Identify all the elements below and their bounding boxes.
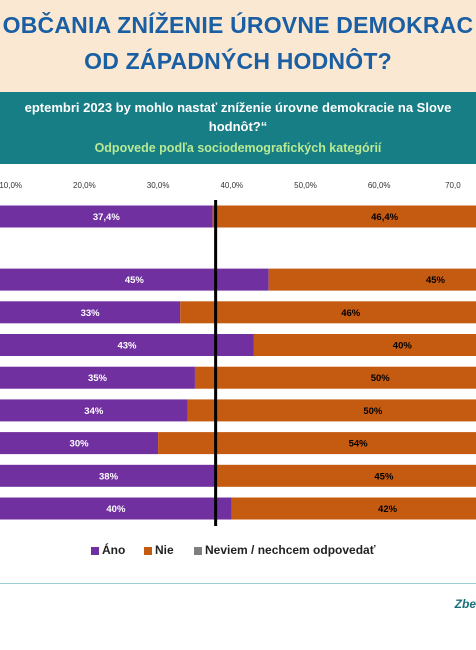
question-line-1: eptembri 2023 by mohlo nastať zníženie ú… xyxy=(24,100,452,115)
bar-ano xyxy=(0,205,213,228)
x-tick-label: 50,0% xyxy=(294,181,317,190)
data-label: 50% xyxy=(371,373,391,384)
title-band: OBČANIA ZNÍŽENIE ÚROVNE DEMOKRAC OD ZÁPA… xyxy=(0,0,476,92)
data-label: 43% xyxy=(117,341,137,352)
data-label: 50% xyxy=(363,406,383,417)
legend-swatch-neviem xyxy=(194,547,202,555)
bar-ano xyxy=(0,464,218,487)
data-label: 35% xyxy=(88,373,108,384)
bar-nie xyxy=(217,464,476,487)
data-label: 38% xyxy=(99,471,119,482)
bar-nie xyxy=(231,497,476,520)
bar-nie xyxy=(158,432,476,455)
legend-item-neviem: Neviem / nechcem odpovedať xyxy=(194,543,375,557)
data-label: 45% xyxy=(426,275,446,286)
legend-item-nie: Nie xyxy=(144,543,174,557)
title-line-2: OD ZÁPADNÝCH HODNÔT? xyxy=(84,48,392,74)
footer-text: Zbe xyxy=(454,597,476,611)
x-tick-label: 40,0% xyxy=(220,181,243,190)
legend-swatch-nie xyxy=(144,547,152,555)
legend-label-neviem: Neviem / nechcem odpovedať xyxy=(205,543,376,557)
x-tick-label: 60,0% xyxy=(368,181,391,190)
bar-nie xyxy=(187,399,476,422)
data-label: 42% xyxy=(378,504,398,515)
data-label: 46,4% xyxy=(371,212,398,223)
bar-nie xyxy=(180,301,476,324)
stacked-bar-chart: 10,0% 20,0% 30,0% 40,0% 50,0% 60,0% 70,0 37,4% 4… xyxy=(0,181,476,526)
bar-nie xyxy=(212,205,476,228)
bar-ano xyxy=(0,366,195,389)
bar-ano xyxy=(0,268,269,291)
bar-ano xyxy=(0,497,232,520)
x-tick-label: 10,0% xyxy=(0,181,22,190)
question-band: eptembri 2023 by mohlo nastať zníženie ú… xyxy=(0,92,476,164)
bar-ano xyxy=(0,432,159,455)
bar-nie xyxy=(253,334,476,357)
legend-label-ano: Áno xyxy=(102,543,126,557)
title-line-1: OBČANIA ZNÍŽENIE ÚROVNE DEMOKRAC xyxy=(2,12,474,38)
data-label: 40% xyxy=(106,504,126,515)
chart-legend: Áno Nie Neviem / nechcem odpovedať xyxy=(0,543,476,563)
bar-ano xyxy=(0,334,254,357)
legend-item-ano: Áno xyxy=(91,543,125,557)
data-label: 30% xyxy=(70,439,90,450)
legend-swatch-ano xyxy=(91,547,99,555)
data-label: 54% xyxy=(349,439,369,450)
data-label: 34% xyxy=(84,406,104,417)
data-label: 37,4% xyxy=(93,212,120,223)
data-label: 40% xyxy=(393,341,413,352)
question-line-2: hodnôt?“ xyxy=(208,119,268,134)
x-tick-label: 70,0 xyxy=(445,181,461,190)
legend-label-nie: Nie xyxy=(155,543,174,557)
bar-ano xyxy=(0,399,188,422)
data-label: 45% xyxy=(374,471,394,482)
data-label: 46% xyxy=(341,308,361,319)
x-tick-label: 20,0% xyxy=(73,181,96,190)
bar-nie xyxy=(194,366,476,389)
x-tick-label: 30,0% xyxy=(147,181,170,190)
bar-ano xyxy=(0,301,181,324)
data-label: 45% xyxy=(125,275,145,286)
data-label: 33% xyxy=(81,308,101,319)
footer-separator xyxy=(0,583,476,584)
bar-nie xyxy=(268,268,476,291)
chart-subtitle: Odpovede podľa sociodemografických kateg… xyxy=(94,141,382,155)
